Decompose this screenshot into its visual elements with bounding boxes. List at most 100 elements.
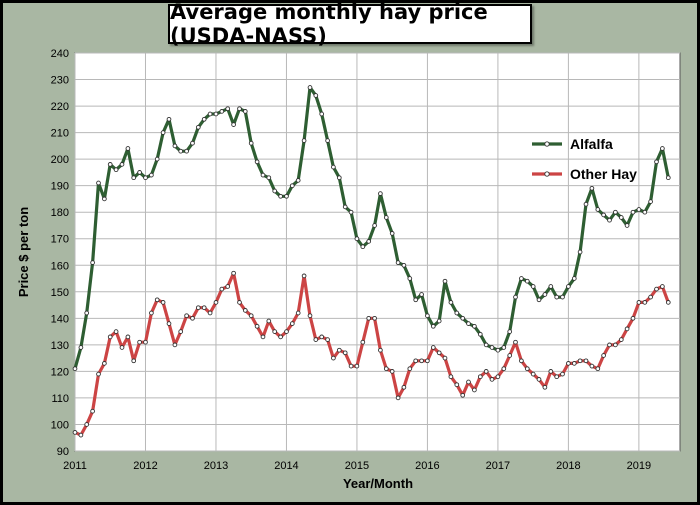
alfalfa-point bbox=[566, 284, 571, 289]
alfalfa-point bbox=[630, 209, 636, 215]
alfalfa-point bbox=[613, 209, 618, 215]
other-hay-point bbox=[195, 305, 201, 311]
other-hay-point bbox=[119, 345, 125, 350]
alfalfa-point bbox=[542, 292, 548, 297]
alfalfa-point bbox=[336, 175, 342, 181]
alfalfa-point bbox=[78, 345, 84, 350]
alfalfa-point bbox=[430, 323, 436, 329]
alfalfa-point bbox=[225, 106, 231, 112]
other-hay-point bbox=[325, 337, 330, 342]
y-tick-label: 240 bbox=[51, 48, 69, 60]
alfalfa-point bbox=[248, 140, 254, 146]
alfalfa-point bbox=[642, 209, 648, 215]
alfalfa-point bbox=[507, 329, 513, 334]
alfalfa-point bbox=[137, 170, 142, 175]
other-hay-point bbox=[436, 350, 442, 356]
alfalfa-point bbox=[84, 310, 90, 316]
y-axis-ticks: 90 100 110 120 130 140 150 160 170 180 190 200 210 22… bbox=[51, 48, 69, 458]
other-hay-point bbox=[137, 339, 142, 345]
other-hay-point bbox=[90, 408, 95, 414]
y-tick-label: 170 bbox=[51, 234, 69, 246]
other-hay-point bbox=[401, 384, 407, 390]
alfalfa-point bbox=[278, 193, 283, 199]
other-hay-point bbox=[630, 315, 636, 321]
alfalfa-point bbox=[466, 321, 471, 326]
series-group bbox=[72, 85, 671, 438]
other-hay-point bbox=[489, 377, 495, 382]
alfalfa-point bbox=[660, 146, 665, 151]
y-axis-title: Price $ per ton bbox=[16, 207, 31, 297]
other-hay-point bbox=[272, 329, 278, 334]
alfalfa-point bbox=[530, 284, 536, 289]
alfalfa-point bbox=[554, 294, 560, 300]
other-hay-point bbox=[184, 313, 189, 319]
other-hay-point bbox=[413, 358, 419, 364]
other-hay-point bbox=[613, 342, 618, 348]
other-hay-point bbox=[495, 374, 501, 380]
other-hay-point bbox=[536, 377, 542, 382]
alfalfa-point bbox=[166, 116, 172, 122]
alfalfa-point bbox=[149, 172, 154, 178]
other-hay-point bbox=[472, 387, 477, 393]
other-hay-point bbox=[513, 339, 518, 345]
alfalfa-point bbox=[331, 164, 336, 170]
alfalfa-point bbox=[595, 207, 601, 212]
x-tick-label: 2018 bbox=[556, 460, 580, 472]
alfalfa-point bbox=[102, 196, 107, 202]
other-hay-point bbox=[278, 334, 283, 340]
alfalfa-point bbox=[348, 209, 354, 215]
plot-area bbox=[74, 52, 681, 452]
alfalfa-point bbox=[360, 244, 366, 250]
other-hay-point bbox=[219, 286, 225, 292]
alfalfa-point bbox=[143, 175, 148, 181]
other-hay-point bbox=[178, 329, 184, 334]
alfalfa-point bbox=[601, 212, 606, 218]
other-hay-point bbox=[407, 366, 413, 372]
alfalfa-point bbox=[477, 331, 483, 337]
alfalfa-point bbox=[407, 276, 413, 281]
alfalfa-point bbox=[301, 138, 307, 143]
alfalfa-point bbox=[313, 93, 319, 98]
other-hay-point bbox=[131, 358, 137, 364]
alfalfa-point bbox=[366, 239, 372, 244]
other-hay-point bbox=[460, 392, 466, 398]
other-hay-point bbox=[430, 345, 436, 350]
other-hay-point bbox=[260, 334, 266, 340]
gridlines bbox=[74, 52, 680, 452]
y-tick-label: 220 bbox=[51, 101, 69, 113]
alfalfa-point bbox=[342, 204, 348, 210]
other-hay-point bbox=[524, 366, 530, 372]
other-hay-point bbox=[336, 347, 342, 353]
other-hay-point bbox=[618, 337, 624, 342]
other-hay-point bbox=[295, 310, 301, 316]
alfalfa-point bbox=[195, 124, 201, 130]
alfalfa-point bbox=[436, 318, 442, 324]
alfalfa-point bbox=[560, 294, 565, 300]
alfalfa-point bbox=[172, 143, 178, 149]
alfalfa-point bbox=[442, 278, 448, 284]
alfalfa-point bbox=[295, 178, 301, 183]
alfalfa-point bbox=[513, 294, 518, 300]
other-hay-legend-marker bbox=[544, 171, 550, 177]
y-tick-label: 210 bbox=[51, 128, 69, 140]
other-hay-point bbox=[307, 313, 313, 319]
other-hay-point bbox=[313, 337, 319, 342]
other-hay-point bbox=[507, 353, 513, 358]
x-tick-label: 2015 bbox=[345, 460, 369, 472]
alfalfa-point bbox=[90, 260, 95, 265]
alfalfa-point bbox=[254, 159, 260, 165]
other-hay-point bbox=[84, 422, 90, 427]
other-hay-point bbox=[207, 310, 213, 316]
alfalfa-point bbox=[289, 183, 295, 189]
other-hay-point bbox=[642, 300, 648, 305]
x-tick-label: 2016 bbox=[415, 460, 439, 472]
other-hay-point bbox=[201, 305, 207, 311]
other-hay-point bbox=[160, 300, 166, 305]
alfalfa-point bbox=[495, 347, 501, 353]
alfalfa-point bbox=[319, 111, 325, 117]
alfalfa-point bbox=[354, 236, 360, 242]
other-hay-point bbox=[284, 329, 289, 334]
alfalfa-point bbox=[654, 159, 659, 165]
other-hay-point bbox=[571, 361, 577, 366]
other-hay-point bbox=[254, 323, 260, 329]
